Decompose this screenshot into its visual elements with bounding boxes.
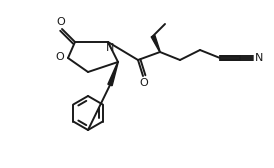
Text: O: O: [57, 17, 65, 27]
Text: O: O: [140, 78, 149, 88]
Text: N: N: [255, 53, 263, 63]
Text: O: O: [56, 52, 64, 62]
Polygon shape: [151, 35, 160, 52]
Polygon shape: [108, 62, 118, 86]
Text: N: N: [106, 43, 114, 53]
